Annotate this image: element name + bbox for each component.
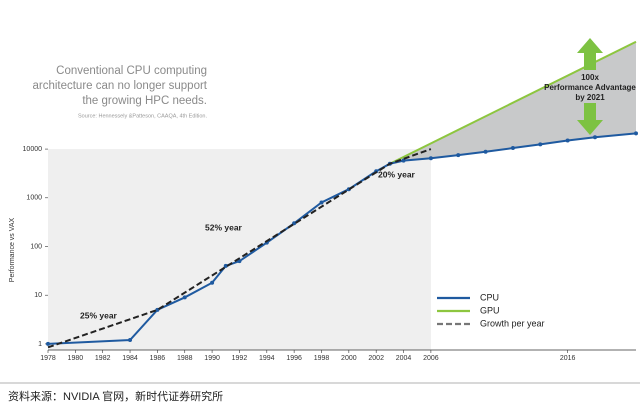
cpu-point	[128, 338, 133, 343]
rate-label: 52% year	[205, 222, 243, 232]
cpu-point	[182, 295, 187, 300]
cpu-point	[592, 135, 597, 140]
line-0	[47, 132, 637, 345]
arrow-down	[577, 103, 603, 135]
cpu-point	[401, 158, 406, 163]
advantage-text: by 2021	[575, 93, 605, 102]
cpu-point	[634, 131, 638, 136]
x-tick-label: 1986	[150, 355, 166, 362]
cpu-point	[319, 200, 324, 205]
y-axis-label: Performance vs VAX	[9, 217, 16, 282]
y-tick-label: 100	[30, 243, 42, 250]
cpu-point	[456, 153, 461, 158]
y-tick-label: 1	[38, 341, 42, 348]
x-tick-label: 1994	[259, 355, 275, 362]
x-tick-label: 1996	[286, 355, 302, 362]
cpu-point	[483, 149, 488, 154]
note: Conventional CPU computing	[56, 65, 207, 77]
y-tick-label: 10	[34, 292, 42, 299]
cpu-point	[237, 259, 242, 264]
x-tick-label: 1998	[314, 355, 330, 362]
arrow-up	[577, 38, 603, 70]
cpu-point	[428, 156, 433, 161]
x-tick-label: 1978	[40, 355, 56, 362]
legend-label: CPU	[480, 292, 499, 302]
cpu-point	[538, 142, 543, 147]
cpu-point	[292, 221, 297, 226]
advantage-text: Performance Advantage	[544, 83, 636, 92]
cpu-point	[46, 341, 50, 346]
note: architecture can no longer support	[32, 80, 207, 92]
x-tick-label: 2004	[396, 355, 412, 362]
footer: 资料来源：NVIDIA 官网，新时代证券研究所	[8, 389, 223, 403]
x-tick-label: 1980	[68, 355, 84, 362]
line-2	[47, 148, 432, 349]
cpu-point	[510, 146, 515, 151]
source: Source: Hennessely &Patteson, CAAQA, 4th…	[78, 113, 207, 119]
legend-label: Growth per year	[480, 318, 545, 328]
rate-label: 25% year	[80, 310, 118, 320]
x-tick-label: 1992	[232, 355, 248, 362]
rate-label: 20% year	[378, 169, 416, 179]
advantage-text: 100x	[581, 73, 599, 82]
y-tick-label: 10000	[23, 146, 43, 153]
x-tick-label: 1990	[204, 355, 220, 362]
x-tick-label: 2000	[341, 355, 357, 362]
x-tick-label: 1984	[122, 355, 138, 362]
x-tick-label: 1982	[95, 355, 111, 362]
cpu-point	[210, 280, 215, 285]
x-tick-label: 1988	[177, 355, 193, 362]
x-tick-label: 2006	[423, 355, 439, 362]
plot-panel	[48, 149, 431, 350]
legend-label: GPU	[480, 305, 500, 315]
x-tick-label: 2002	[368, 355, 384, 362]
note: the growing HPC needs.	[82, 95, 207, 107]
cpu-point	[223, 263, 228, 268]
x-tick-label: 2016	[560, 355, 576, 362]
y-tick-label: 1000	[26, 195, 42, 202]
cpu-point	[565, 138, 570, 143]
